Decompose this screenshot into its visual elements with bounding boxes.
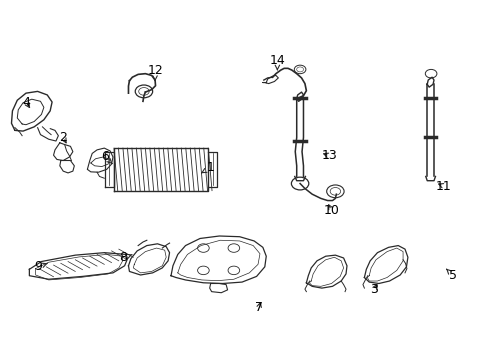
Text: 5: 5 [446,269,456,282]
Text: 8: 8 [119,252,132,265]
Text: 9: 9 [34,260,47,273]
Text: 6: 6 [101,150,112,163]
Text: 4: 4 [22,95,30,108]
Text: 14: 14 [269,54,285,70]
Text: 13: 13 [321,149,337,162]
Text: 12: 12 [147,64,163,81]
Text: 7: 7 [254,301,263,314]
Text: 10: 10 [323,204,339,217]
Text: 2: 2 [59,131,67,144]
Text: 3: 3 [369,283,377,296]
Text: 11: 11 [435,180,450,193]
Text: 1: 1 [201,161,214,174]
